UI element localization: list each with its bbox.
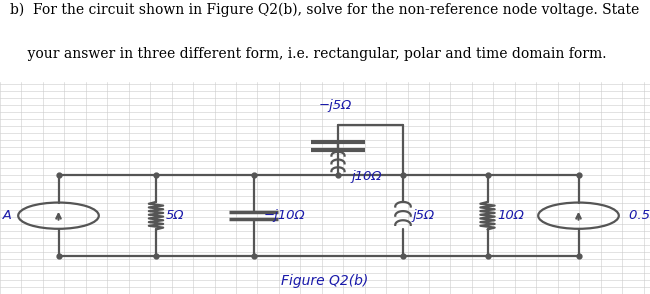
Text: j10Ω: j10Ω — [351, 170, 382, 183]
Text: 1∠ 0° A: 1∠ 0° A — [0, 209, 12, 222]
Text: 5Ω: 5Ω — [166, 209, 184, 222]
Text: b)  For the circuit shown in Figure Q2(b), solve for the non-reference node volt: b) For the circuit shown in Figure Q2(b)… — [10, 3, 639, 17]
Text: Figure Q2(b): Figure Q2(b) — [281, 274, 369, 288]
Text: 10Ω: 10Ω — [497, 209, 524, 222]
Text: j5Ω: j5Ω — [413, 209, 435, 222]
Text: −j5Ω: −j5Ω — [318, 99, 352, 112]
Text: 0.5∠ − 90° A: 0.5∠ − 90° A — [629, 209, 650, 222]
Text: −j10Ω: −j10Ω — [263, 209, 305, 222]
Text: your answer in three different form, i.e. rectangular, polar and time domain for: your answer in three different form, i.e… — [10, 47, 606, 61]
